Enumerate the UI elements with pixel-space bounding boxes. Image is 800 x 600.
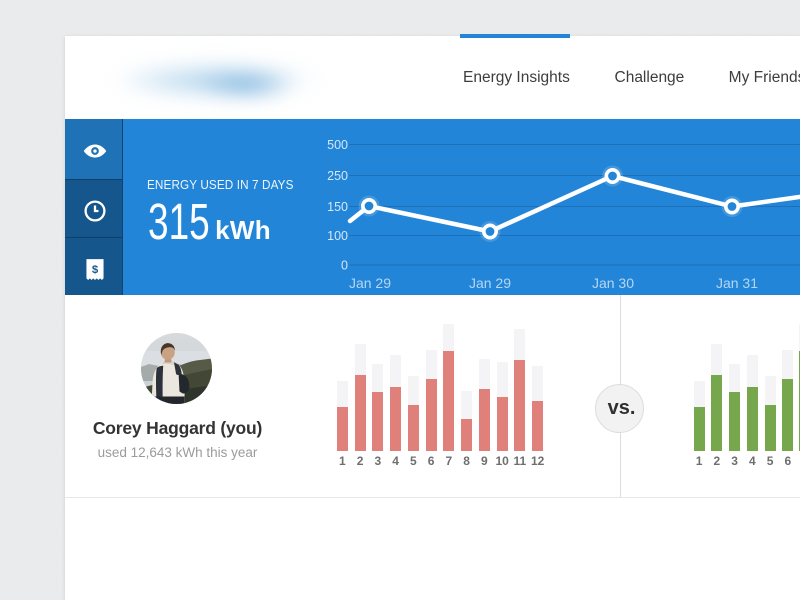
- svg-text:0: 0: [341, 259, 348, 273]
- svg-text:Jan 30: Jan 30: [592, 275, 634, 291]
- svg-text:150: 150: [327, 200, 348, 214]
- svg-text:Jan 29: Jan 29: [469, 275, 511, 291]
- svg-text:250: 250: [327, 169, 348, 183]
- svg-text:Jan 29: Jan 29: [349, 275, 391, 291]
- svg-text:500: 500: [327, 138, 348, 152]
- svg-text:100: 100: [327, 229, 348, 243]
- svg-text:Jan 31: Jan 31: [716, 275, 758, 291]
- svg-text:$: $: [91, 263, 98, 275]
